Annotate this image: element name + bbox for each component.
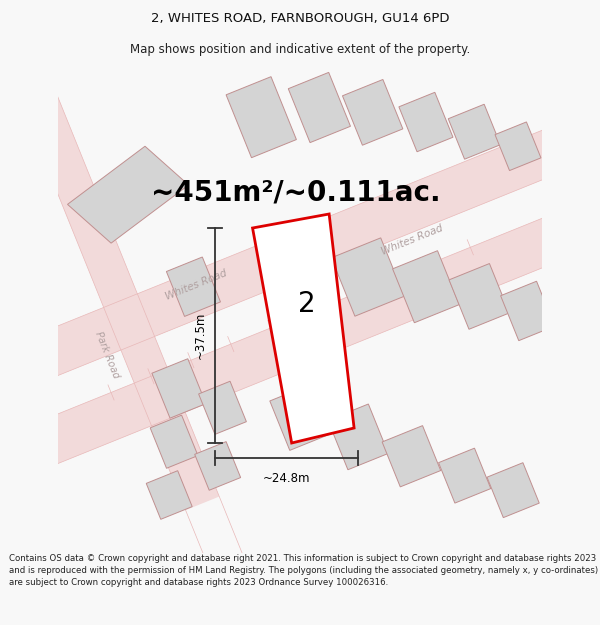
Bar [270,384,330,451]
Text: Contains OS data © Crown copyright and database right 2021. This information is : Contains OS data © Crown copyright and d… [9,554,598,587]
Text: ~37.5m: ~37.5m [194,312,207,359]
Polygon shape [253,214,354,443]
Bar [343,79,403,145]
Bar [500,281,554,341]
Bar [146,471,192,519]
Bar [152,359,206,418]
Bar [194,442,241,490]
Bar [166,257,220,316]
Bar [448,104,500,159]
Bar [331,238,404,316]
Bar [439,448,491,503]
Bar [382,426,440,487]
Bar [226,77,296,158]
Text: ~451m²/~0.111ac.: ~451m²/~0.111ac. [151,178,440,206]
Bar [392,251,459,322]
Text: 2, WHITES ROAD, FARNBOROUGH, GU14 6PD: 2, WHITES ROAD, FARNBOROUGH, GU14 6PD [151,12,449,25]
Bar [150,415,198,468]
Bar [399,92,453,152]
Bar [0,59,600,428]
Bar [288,72,350,142]
Bar [0,160,600,529]
Text: Map shows position and indicative extent of the property.: Map shows position and indicative extent… [130,42,470,56]
Bar [449,264,509,329]
Text: Whites Road: Whites Road [380,223,445,257]
Polygon shape [67,146,188,243]
Bar [22,92,219,510]
Bar [328,404,388,470]
Bar [199,381,247,434]
Text: 2: 2 [298,290,316,318]
Text: Park Road: Park Road [93,330,121,380]
Bar [487,462,539,518]
Bar [495,122,541,171]
Text: Whites Road: Whites Road [164,268,228,302]
Text: ~24.8m: ~24.8m [263,471,310,484]
